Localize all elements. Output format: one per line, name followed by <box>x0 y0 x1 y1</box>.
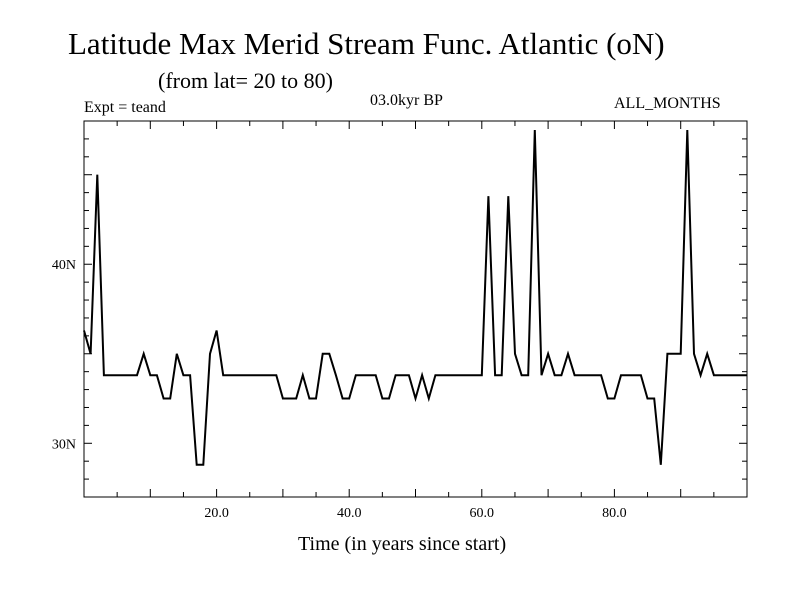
y-tick-label: 30N <box>52 437 76 452</box>
chart-subtitle: (from lat= 20 to 80) <box>158 68 333 93</box>
series-line <box>83 129 747 466</box>
chart-title: Latitude Max Merid Stream Func. Atlantic… <box>68 26 665 61</box>
months-label: ALL_MONTHS <box>614 95 721 112</box>
x-tick-label: 40.0 <box>337 506 362 521</box>
experiment-label: Expt = teand <box>84 99 166 116</box>
period-label: 03.0kyr BP <box>370 92 443 109</box>
y-tick-label: 40N <box>52 258 76 273</box>
plot-frame <box>83 120 748 498</box>
x-tick-label: 60.0 <box>470 506 495 521</box>
x-axis-label: Time (in years since start) <box>298 533 507 555</box>
axis-ticks <box>84 120 747 498</box>
x-tick-label: 20.0 <box>204 506 229 521</box>
axis-tick-labels: 20.0 40.0 60.0 80.0 30N 40N <box>52 258 627 521</box>
x-tick-label: 80.0 <box>602 506 627 521</box>
